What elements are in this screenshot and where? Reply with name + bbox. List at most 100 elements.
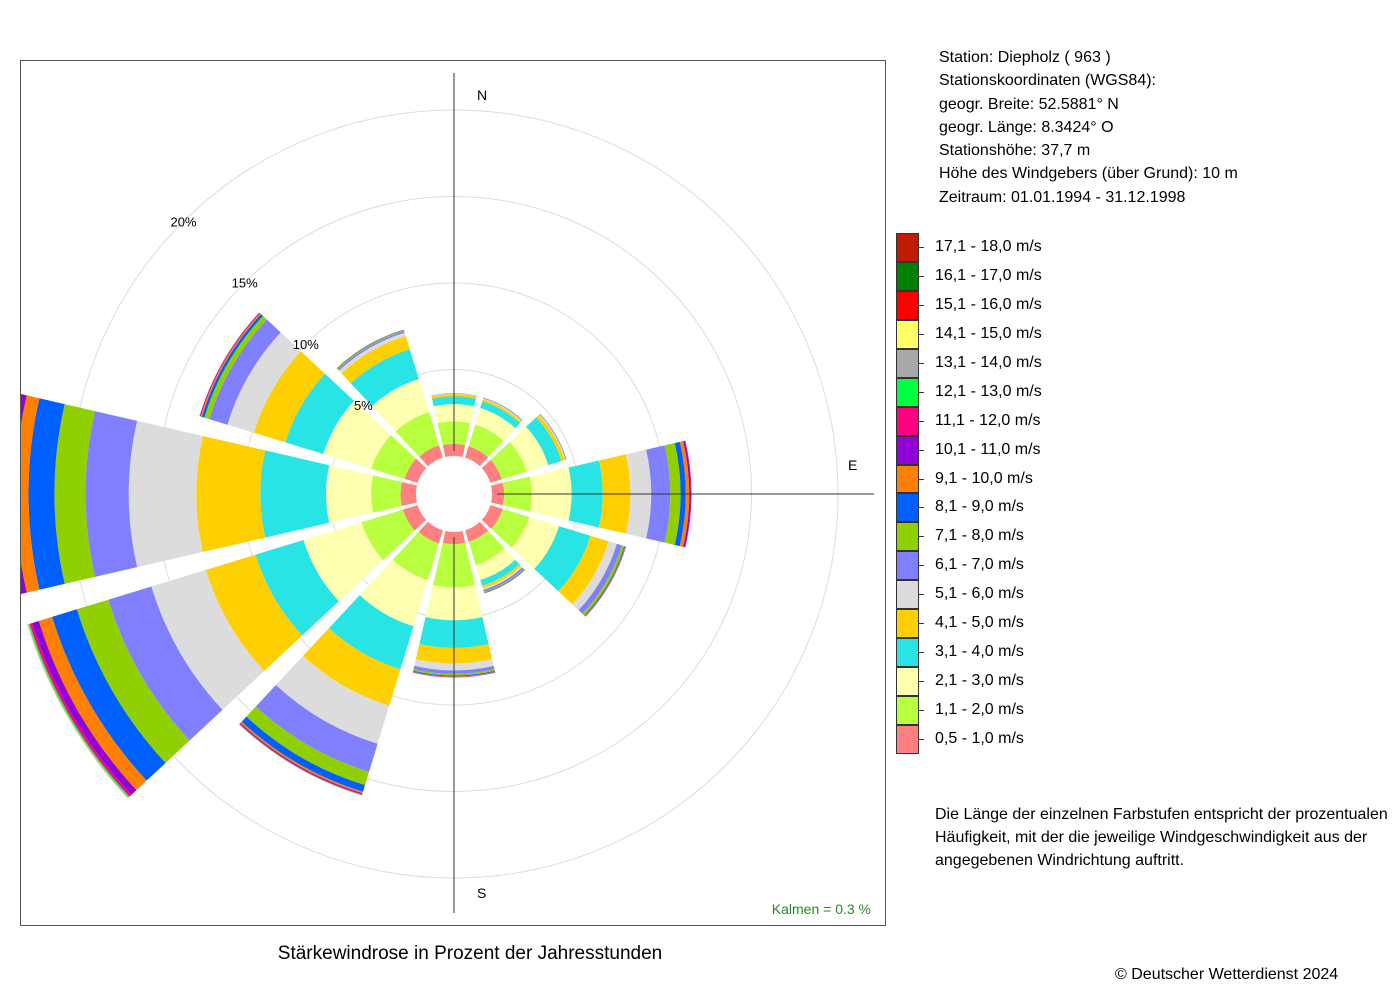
- sector-segment: [431, 393, 477, 396]
- sector-segment: [480, 401, 521, 429]
- sector-segment: [371, 435, 417, 479]
- legend-tick: [919, 738, 924, 740]
- sector-segment: [196, 436, 266, 552]
- legend-label: 3,1 - 4,0 m/s: [935, 643, 1024, 661]
- sector-segment: [275, 655, 390, 744]
- sector-segment: [413, 665, 495, 674]
- legend-tick: [919, 565, 924, 567]
- sector-segment: [413, 669, 495, 676]
- sector-segment: [209, 319, 281, 425]
- legend-swatch: [896, 696, 919, 725]
- sector-segment: [372, 379, 429, 432]
- sector-segment: [482, 399, 522, 424]
- sector-segment: [359, 559, 428, 627]
- legend-label: 2,1 - 3,0 m/s: [935, 672, 1024, 690]
- sector-segment: [328, 595, 414, 670]
- legend-label: 1,1 - 2,0 m/s: [935, 701, 1024, 718]
- sector-segment: [482, 566, 523, 590]
- legend-swatch: [896, 377, 919, 407]
- legend-label: 9,1 - 10,0 m/s: [935, 469, 1033, 487]
- sector-segment: [341, 336, 410, 384]
- period: Zeitraum: 01.01.1994 - 31.12.1998: [939, 188, 1186, 206]
- sector-segment: [480, 559, 520, 586]
- sector-segment: [431, 394, 477, 399]
- legend-tick: [919, 449, 924, 451]
- sector-segment: [511, 516, 559, 569]
- legend-swatch: [896, 580, 919, 610]
- sector-segment: [400, 481, 417, 507]
- east-label: E: [848, 457, 857, 473]
- latitude: geogr. Breite: 52.5881° N: [939, 95, 1119, 113]
- sector-segment: [350, 349, 419, 407]
- sector-segment: [483, 567, 524, 592]
- legend-tick: [919, 507, 924, 509]
- sector-segment: [412, 670, 496, 677]
- sector-segment: [490, 442, 527, 480]
- sector-segment: [683, 440, 691, 548]
- sector-segment: [412, 672, 496, 678]
- explanation-note: Die Länge der einzelnen Farbstufen entsp…: [935, 803, 1388, 872]
- sector-segment: [260, 450, 330, 538]
- copyright: © Deutscher Wetterdienst 2024: [1115, 966, 1339, 983]
- ring-label: 15%: [232, 276, 258, 291]
- sector-segment: [684, 440, 692, 548]
- wind-rose-plot: N E S 5% 10% 15% 20% Kalmen = 0.3 %: [20, 60, 886, 926]
- legend-swatch: [896, 233, 919, 262]
- sector-segment: [412, 672, 496, 678]
- sector-segment: [303, 522, 384, 602]
- ring-label: 10%: [293, 337, 319, 352]
- sector-segment: [402, 505, 427, 531]
- legend-label: 11,1 - 12,0 m/s: [935, 411, 1041, 429]
- sector-segment: [582, 545, 625, 616]
- legend-label: 16,1 - 17,0 m/s: [935, 266, 1042, 284]
- sector-segment: [572, 541, 617, 611]
- legend-tick: [919, 275, 924, 277]
- legend-swatch: [896, 667, 919, 696]
- legend-tick: [919, 362, 924, 364]
- sector-segment: [475, 408, 516, 441]
- legend-tick: [919, 623, 924, 625]
- sector-segment: [412, 671, 496, 677]
- legend-swatch: [896, 348, 919, 378]
- legend-tick: [919, 478, 924, 480]
- legend-label: 7,1 - 8,0 m/s: [935, 527, 1024, 545]
- legend-swatch: [896, 638, 919, 668]
- sector-segment: [253, 351, 325, 443]
- sector-segment: [128, 420, 203, 568]
- sector-segment: [481, 459, 502, 483]
- legend-label: 10,1 - 11,0 m/s: [935, 440, 1041, 458]
- sector-segment: [108, 586, 223, 741]
- legend-label: 4,1 - 5,0 m/s: [935, 614, 1024, 632]
- station-altitude: Stationshöhe: 37,7 m: [939, 142, 1091, 160]
- wind-rose-svg: N E S 5% 10% 15% 20% Kalmen = 0.3 %: [21, 73, 874, 917]
- legend-tick: [919, 391, 924, 393]
- legend-swatch: [896, 551, 919, 581]
- sector-segment: [679, 441, 690, 547]
- sector-segment: [371, 475, 402, 513]
- legend-swatch: [896, 493, 919, 523]
- legend-label: 13,1 - 14,0 m/s: [935, 353, 1042, 371]
- legend-label: 17,1 - 18,0 m/s: [935, 238, 1042, 255]
- south-label: S: [477, 885, 486, 901]
- legend-tick: [919, 652, 924, 654]
- sector-segment: [326, 465, 374, 523]
- sector-segment: [395, 412, 440, 457]
- sector-segment: [526, 417, 562, 466]
- legend-swatch: [896, 406, 919, 436]
- sector-segment: [76, 599, 190, 763]
- legend-swatch: [896, 609, 919, 639]
- sector-segment: [465, 446, 489, 467]
- sector-segment: [578, 543, 622, 614]
- legend-tick: [919, 304, 924, 306]
- sector-segment: [285, 373, 355, 455]
- sector-segment: [227, 332, 301, 433]
- sector-segment: [85, 411, 138, 577]
- sector-segment: [28, 398, 65, 590]
- legend-tick: [919, 681, 924, 683]
- sector-segment: [465, 521, 489, 542]
- station-name: Station: Diepholz ( 963 ): [939, 49, 1111, 66]
- sector-segment: [255, 685, 378, 772]
- chart-title: Stärkewindrose in Prozent der Jahresstun…: [277, 943, 663, 964]
- sector-segment: [482, 564, 522, 589]
- sensor-height: Höhe des Windgebers (über Grund): 10 m: [939, 165, 1238, 183]
